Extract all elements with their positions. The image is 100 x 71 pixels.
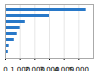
svg-text:5,000: 5,000: [69, 66, 89, 71]
svg-text:0: 0: [3, 66, 7, 71]
